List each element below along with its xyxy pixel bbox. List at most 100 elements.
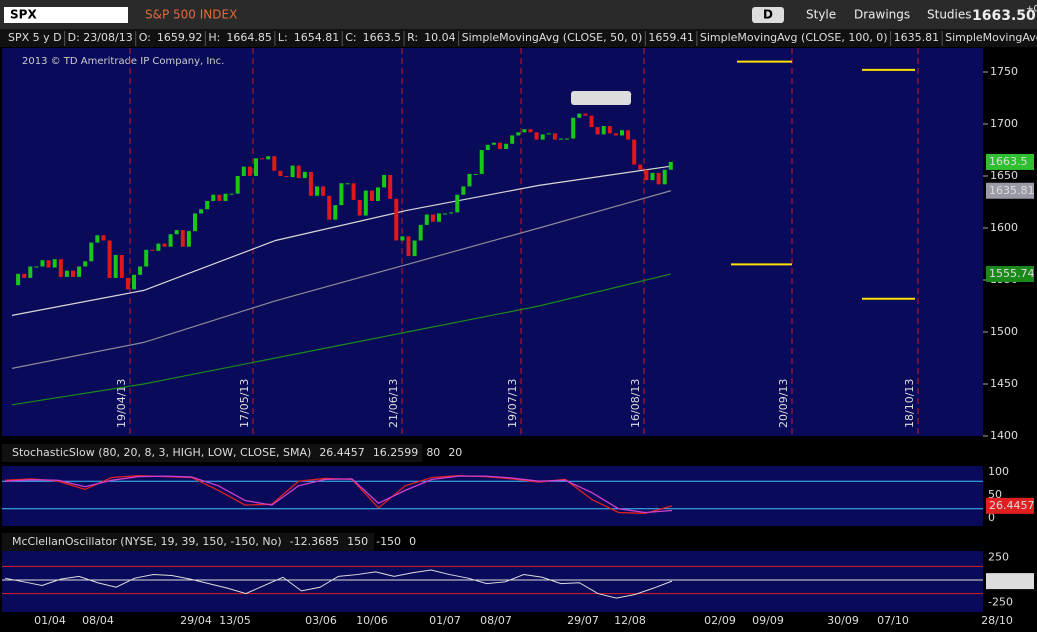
header-item: 1663.5: [363, 31, 402, 44]
header-item: SimpleMovingAvg (CLOSE, 100, 0): [700, 31, 888, 44]
candle: [638, 164, 643, 170]
candle: [52, 259, 57, 268]
candle: [607, 126, 612, 134]
y-tick-label: -250: [988, 596, 1013, 609]
candle: [156, 243, 161, 251]
symbol: SPX: [10, 8, 37, 22]
x-tick-label: 29/04: [180, 614, 212, 627]
candle: [211, 194, 216, 201]
study-header-item: 16.2599: [373, 446, 419, 459]
study-header-item: -12.3685: [290, 535, 339, 548]
header-item: SimpleMovingAvg (CLOSE, 50, 0): [462, 31, 643, 44]
study-header-item: 26.4457: [319, 446, 365, 459]
candle: [46, 260, 51, 268]
candle: [510, 135, 515, 144]
candle: [620, 130, 624, 136]
candle: [315, 186, 319, 196]
candle: [95, 235, 100, 243]
candle: [376, 187, 380, 201]
candle: [437, 213, 441, 222]
y-tick-label: 1500: [990, 325, 1018, 338]
candle: [150, 249, 155, 251]
x-tick-label: 08/07: [480, 614, 512, 627]
study-header-item: 150: [347, 535, 368, 548]
y-tick-label: 1400: [990, 429, 1018, 442]
candle: [186, 231, 191, 247]
candle: [467, 173, 472, 187]
price-tag: [986, 266, 1034, 283]
price-tag: [986, 182, 1034, 199]
candle: [430, 214, 435, 222]
candle: [668, 161, 673, 170]
candle: [34, 266, 39, 268]
candle: [125, 277, 130, 290]
candle: [479, 150, 484, 174]
y-tick-label: 1600: [990, 221, 1018, 234]
header-item: 10.04: [424, 31, 456, 44]
candle: [656, 172, 661, 185]
period: D: [763, 8, 773, 22]
candle: [504, 143, 509, 149]
price-tag: [986, 153, 1034, 170]
mcclellan-tag: [986, 573, 1034, 590]
candle: [235, 176, 240, 194]
x-tick-label: 29/07: [567, 614, 599, 627]
event-date: 21/06/13: [387, 379, 400, 428]
candle: [424, 214, 429, 225]
last-price: 1663.50: [972, 8, 1036, 24]
x-tick-label: 09/09: [752, 614, 784, 627]
candle: [199, 209, 204, 214]
drawings-button[interactable]: Drawings: [854, 8, 910, 22]
header-item: O:: [139, 31, 151, 44]
candle: [363, 190, 368, 216]
candle: [290, 165, 295, 178]
candle: [180, 230, 185, 247]
x-tick-label: 08/04: [82, 614, 114, 627]
candle: [77, 266, 82, 277]
period-button[interactable]: [752, 7, 784, 23]
candle: [71, 270, 75, 277]
candle: [247, 166, 252, 176]
y-tick-label: 100: [988, 465, 1009, 478]
candle: [284, 176, 289, 178]
candle: [565, 138, 570, 140]
study-header-item: 0: [409, 535, 416, 548]
y-tick-label: 50: [988, 488, 1002, 501]
candle: [40, 260, 45, 267]
event-date: 18/10/13: [903, 379, 916, 428]
y-tick-label: 1450: [990, 377, 1018, 390]
event-date: 19/04/13: [115, 379, 128, 428]
candle: [595, 127, 600, 135]
candle: [418, 224, 423, 241]
candle: [58, 259, 63, 277]
candle: [138, 266, 143, 275]
candle: [644, 169, 649, 181]
candle: [241, 166, 246, 176]
mcclellan-line: [4, 569, 673, 599]
candle: [552, 133, 557, 140]
study-header-item: StochasticSlow (80, 20, 8, 3, HIGH, LOW,…: [12, 446, 311, 459]
symbol-box[interactable]: [4, 7, 128, 23]
candle: [534, 132, 539, 140]
candle: [174, 230, 179, 235]
header-item: L:: [278, 31, 288, 44]
studies-button[interactable]: Studies: [927, 8, 972, 22]
study-header-item: 20: [448, 446, 462, 459]
style-button[interactable]: Style: [806, 8, 836, 22]
candle: [601, 126, 606, 135]
candle: [394, 198, 399, 241]
candle: [583, 113, 588, 116]
candle: [613, 133, 618, 136]
moving-average: [11, 165, 671, 316]
candle: [357, 199, 362, 216]
moving-average: [11, 273, 671, 406]
price-panel: [2, 48, 983, 436]
candle: [168, 234, 173, 247]
candle: [89, 242, 94, 262]
candle: [260, 158, 265, 160]
candle: [589, 115, 594, 128]
y-tick-label: 1650: [990, 169, 1018, 182]
study-header: [2, 444, 422, 462]
candle: [64, 270, 69, 277]
